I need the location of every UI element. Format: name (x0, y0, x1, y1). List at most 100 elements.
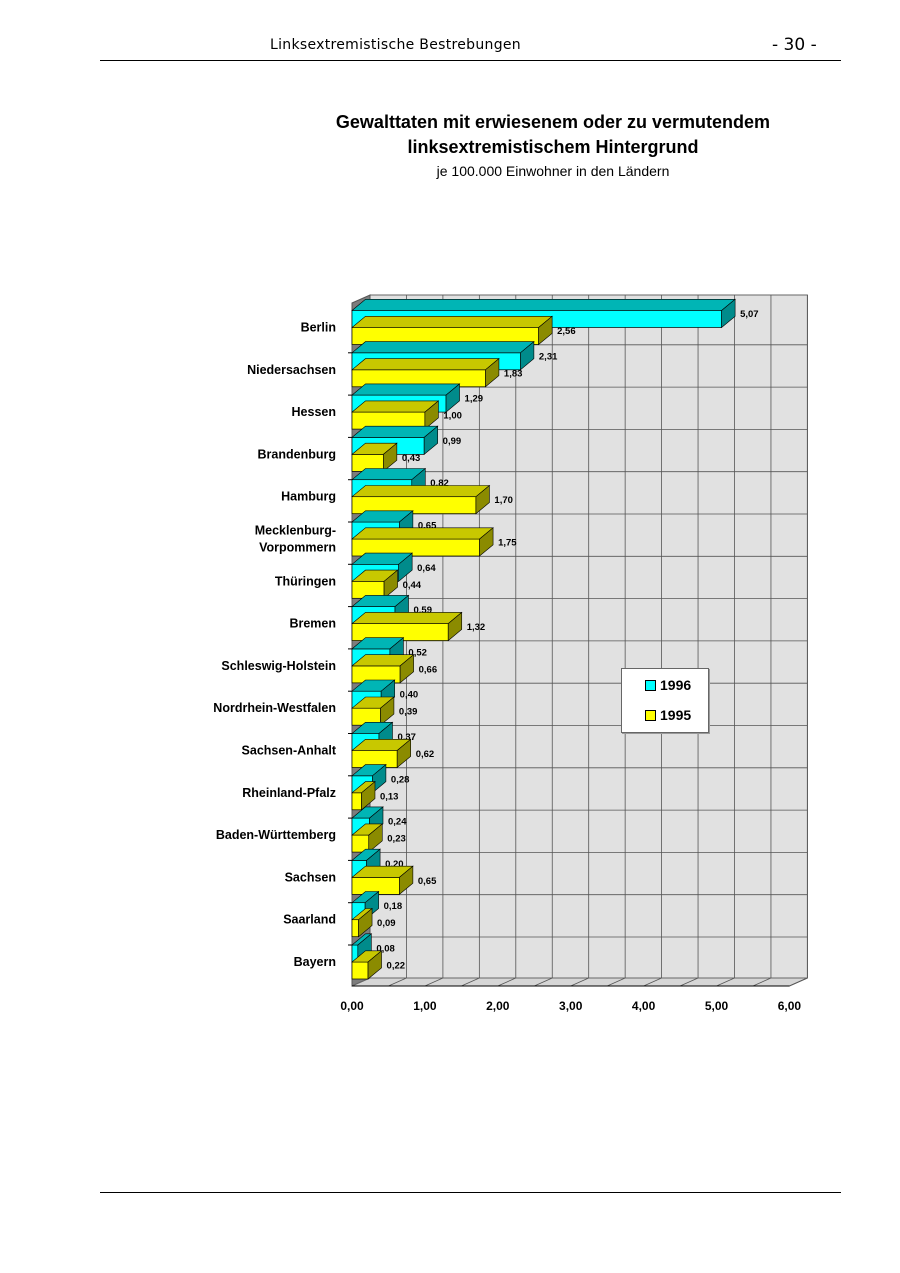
data-label-1996: 1,29 (465, 394, 484, 405)
footer-rule (100, 1192, 841, 1193)
data-label-1996: 0,59 (414, 605, 433, 616)
chart-legend: 1996 1995 (621, 668, 709, 733)
header-rule (100, 60, 841, 61)
category-label: Bayern (294, 955, 336, 969)
category-label: Hessen (292, 405, 336, 419)
data-label-1995: 1,83 (504, 368, 522, 379)
bar-1995-side (538, 315, 553, 346)
legend-item-1995: 1995 (645, 707, 691, 723)
legend-swatch-1995 (645, 709, 656, 721)
data-label-1996: 0,18 (384, 901, 403, 912)
gridline-floor (716, 977, 735, 987)
chart-title-line-1: Gewalttaten mit erwiesenem oder zu vermu… (335, 112, 771, 132)
data-label-1996: 0,37 (397, 732, 416, 743)
gridline-floor (643, 977, 662, 987)
bar-1995-top (351, 400, 440, 413)
x-tick-label: 2,00 (486, 999, 510, 1013)
data-label-1995: 0,13 (380, 791, 399, 802)
data-label-1996: 0,24 (388, 817, 407, 828)
gridline-floor (424, 977, 444, 987)
gridline-floor (752, 977, 772, 987)
category-label: Mecklenburg- (255, 524, 336, 538)
bar-1995-side (396, 738, 411, 769)
bar-1995-side (380, 696, 395, 726)
bar-1995-top (351, 612, 463, 624)
gridline-floor (606, 977, 626, 987)
bar-1995-front (351, 919, 359, 938)
bar-1996-top (351, 341, 535, 354)
gridline-floor (461, 977, 480, 987)
gridline-floor (789, 977, 808, 987)
data-label-1995: 1,00 (443, 411, 462, 422)
data-label-1995: 0,44 (403, 580, 422, 591)
gridline-floor (388, 977, 407, 987)
category-label: Thüringen (275, 574, 336, 588)
data-label-1995: 0,23 (387, 834, 406, 845)
category-label: Vorpommern (259, 541, 336, 555)
bar-1995-side (485, 357, 500, 388)
category-label: Nordrhein-Westfalen (213, 701, 336, 715)
bar-1995-top (351, 485, 491, 498)
page-number: - 30 - (772, 35, 817, 55)
data-label-1996: 0,20 (385, 859, 404, 870)
bar-1996-side (721, 298, 736, 329)
category-label: Sachsen-Anhalt (242, 744, 337, 758)
bar-1995-front (351, 961, 369, 980)
bar-1995-side (383, 569, 398, 599)
gridline-floor (534, 977, 553, 987)
x-tick-label: 4,00 (632, 999, 656, 1013)
data-label-1995: 0,62 (416, 749, 435, 760)
chart-title-line-2: linksextremistischem Hintergrund (407, 137, 699, 157)
bar-1996-side (423, 425, 438, 456)
x-tick-label: 3,00 (559, 999, 583, 1013)
data-label-1996: 0,40 (400, 690, 419, 701)
x-tick-label: 6,00 (778, 999, 802, 1013)
gridline-floor (570, 977, 589, 987)
category-label: Bremen (289, 617, 336, 631)
category-label: Saarland (283, 913, 336, 927)
bar-1996-top (351, 298, 736, 311)
data-label-1995: 1,70 (494, 495, 513, 506)
category-label: Berlin (301, 321, 336, 335)
bar-1995-side (447, 611, 463, 642)
legend-swatch-1996 (645, 679, 656, 691)
bar-1995-front (351, 792, 362, 811)
gridline-floor (679, 977, 699, 987)
category-label: Brandenburg (258, 447, 336, 461)
bar-1995-side (399, 654, 414, 684)
bar-1996-side (520, 340, 535, 371)
x-tick-label: 0,00 (340, 999, 364, 1013)
running-header-title: Linksextremistische Bestrebungen (270, 37, 521, 53)
bar-1995-side (358, 907, 373, 938)
data-label-1995: 1,32 (467, 622, 486, 633)
data-label-1996: 0,52 (408, 647, 427, 658)
legend-label-1996: 1996 (660, 677, 692, 693)
data-label-1996: 0,82 (430, 478, 449, 489)
category-label: Niedersachsen (247, 363, 336, 377)
data-label-1995: 0,65 (418, 876, 437, 887)
data-label-1995: 0,09 (377, 918, 396, 929)
data-label-1996: 0,28 (391, 774, 410, 785)
legend-item-1996: 1996 (645, 677, 691, 693)
bar-1996-side (445, 383, 460, 413)
chart-title: Gewalttaten mit erwiesenem oder zu vermu… (300, 110, 806, 160)
bar-1995-top (351, 358, 500, 371)
data-label-1995: 0,22 (387, 961, 406, 972)
data-label-1996: 0,08 (376, 944, 395, 955)
bar-1995-top (351, 527, 494, 540)
data-label-1995: 0,43 (402, 453, 421, 464)
data-label-1995: 1,75 (498, 538, 517, 549)
data-label-1995: 0,39 (399, 707, 418, 718)
bar-1995-side (383, 442, 398, 473)
bar-1996-side (398, 552, 413, 582)
bar-1995-side (361, 780, 376, 811)
chart-subtitle: je 100.000 Einwohner in den Ländern (436, 163, 670, 179)
category-label: Baden-Württemberg (216, 828, 336, 842)
bar-1995-side (399, 865, 414, 896)
data-label-1996: 0,64 (417, 563, 436, 574)
x-tick-label: 5,00 (705, 999, 729, 1013)
category-label: Sachsen (285, 870, 336, 884)
x-tick-label: 1,00 (413, 999, 437, 1013)
bar-1995-side (475, 484, 490, 515)
